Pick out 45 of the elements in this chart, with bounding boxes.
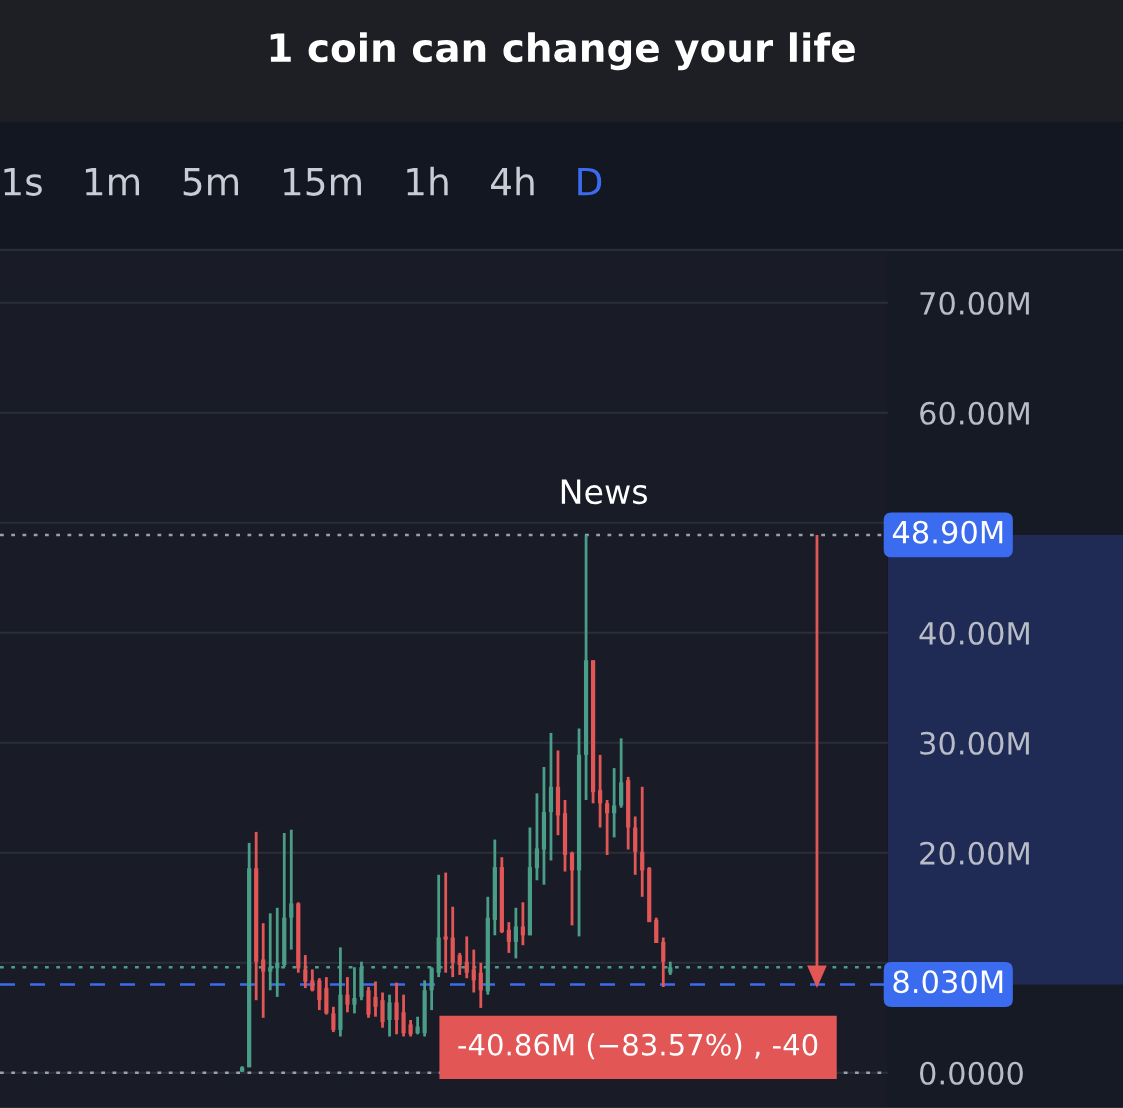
candlestick — [380, 991, 385, 1030]
candlestick — [478, 961, 483, 1010]
text: D — [578, 168, 602, 196]
text: 1h — [407, 166, 448, 196]
annotation: -40.86M (−83.57%) , -40 — [458, 1033, 818, 1060]
candlestick — [373, 980, 378, 1019]
candlestick — [661, 936, 666, 989]
candlestick — [534, 792, 540, 882]
text: 1m — [85, 168, 140, 196]
candlestick — [506, 920, 511, 955]
candlestick — [401, 993, 406, 1038]
ref-line-label: 8.030M — [893, 970, 1003, 994]
annotation: News — [561, 479, 648, 505]
chart-title: 1 coin can change your life — [270, 32, 855, 71]
candlestick — [394, 981, 399, 1036]
y-tick-label: 60.00M — [920, 401, 1029, 425]
candlestick — [605, 798, 610, 857]
candlestick — [345, 975, 350, 1014]
text: 4h — [491, 166, 534, 196]
candlestick — [569, 850, 575, 927]
candlestick — [289, 828, 294, 951]
y-tick-label: 70.00M — [920, 291, 1029, 315]
candlestick — [640, 785, 645, 899]
y-tick-label: 0.0000 — [920, 1061, 1023, 1085]
text: 15m — [284, 168, 361, 196]
candlestick — [261, 921, 266, 1020]
candlestick — [598, 753, 603, 829]
text: 1s — [4, 168, 42, 196]
text: 5m — [183, 168, 239, 196]
y-tick-label: 40.00M — [919, 621, 1029, 645]
candlestick — [457, 951, 462, 977]
y-tick-label: 30.00M — [920, 731, 1029, 755]
y-tick-label: 20.00M — [920, 841, 1029, 865]
candlestick — [471, 948, 476, 994]
candlestick — [464, 935, 469, 980]
candlestick — [654, 916, 659, 945]
candlestick — [310, 968, 315, 993]
candlestick — [387, 993, 392, 1038]
candlestick — [619, 737, 624, 810]
candlestick — [513, 906, 518, 960]
candlestick — [303, 953, 308, 990]
candlestick — [317, 976, 322, 1012]
candlestick — [443, 871, 448, 975]
ref-line-label: 48.90M — [892, 520, 1003, 544]
candlestick — [331, 1005, 336, 1034]
